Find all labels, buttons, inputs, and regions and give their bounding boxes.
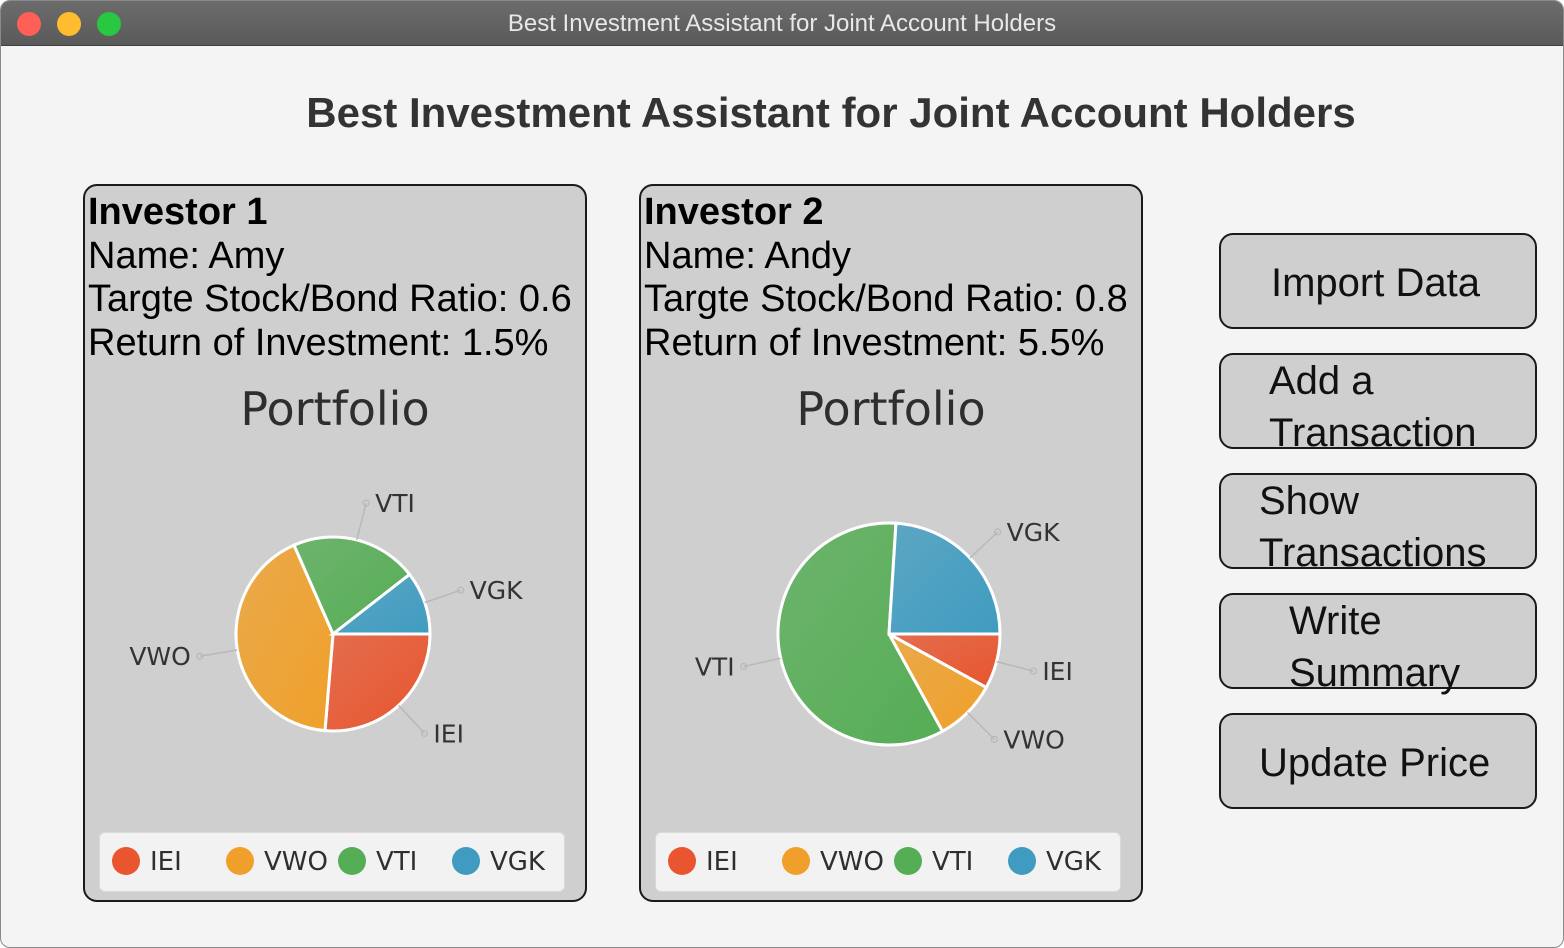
- pie-label-vti: VTI: [375, 489, 415, 518]
- portfolio-pie-chart: IEI VWO VTI VGK: [695, 518, 1073, 754]
- pie-label-vgk: VGK: [1007, 518, 1060, 547]
- pie-slice-iei: [323, 632, 432, 733]
- legend-item-vwo: VWO: [226, 847, 328, 877]
- investor-ratio: Targte Stock/Bond Ratio: 0.6: [88, 278, 572, 320]
- app-title: Best Investment Assistant for Joint Acco…: [306, 89, 1356, 136]
- chart-legend: IEI VWO VTI VGK: [99, 832, 565, 892]
- import-data-button[interactable]: Import Data: [1219, 233, 1537, 329]
- title-bar[interactable]: Best Investment Assistant for Joint Acco…: [1, 1, 1563, 46]
- investor-name: Name: Amy: [88, 235, 285, 277]
- pie-label-line: [356, 502, 367, 541]
- pie-label-vwo: VWO: [1003, 725, 1065, 754]
- button-label: Transactions: [1259, 531, 1487, 575]
- legend-item-vgk: VGK: [452, 847, 545, 877]
- pie-label-line: [996, 660, 1034, 672]
- investor-roi: Return of Investment: 1.5%: [88, 322, 549, 364]
- pie-label-iei: IEI: [1042, 657, 1073, 686]
- legend-label: VWO: [264, 847, 328, 877]
- pie-label-line: [398, 704, 425, 734]
- pie-label-vti: VTI: [695, 653, 735, 682]
- investor-heading: Investor 2: [644, 191, 824, 233]
- pie-label-line: [424, 589, 461, 604]
- investor-ratio: Targte Stock/Bond Ratio: 0.8: [644, 278, 1128, 320]
- pie-label-anchor: [457, 586, 465, 594]
- button-label: Write: [1289, 599, 1382, 643]
- legend-label: IEI: [150, 847, 182, 877]
- pie-label-anchor: [196, 652, 204, 660]
- button-label: Show: [1259, 479, 1360, 523]
- legend-item-iei: IEI: [112, 847, 182, 877]
- pie-slice-vwo: [234, 543, 335, 733]
- button-label: Transaction: [1269, 411, 1477, 455]
- pie-label-line: [743, 657, 781, 668]
- legend-swatch: [782, 847, 810, 875]
- legend-label: VTI: [376, 847, 418, 877]
- show-transactions-button[interactable]: Show Transactions: [1219, 473, 1537, 575]
- legend-swatch: [1008, 847, 1036, 875]
- pie-label-anchor: [739, 662, 748, 671]
- pie-slice-vgk: [887, 521, 1002, 636]
- legend-swatch: [338, 847, 366, 875]
- legend-item-vwo: VWO: [782, 847, 884, 877]
- button-label: Summary: [1289, 651, 1461, 695]
- legend-swatch: [112, 847, 140, 875]
- investor-name: Name: Andy: [644, 235, 851, 277]
- pie-label-vgk: VGK: [470, 576, 523, 605]
- chart-legend: IEI VWO VTI VGK: [655, 832, 1121, 892]
- legend-label: VTI: [932, 847, 974, 877]
- pie-slice-vti: [776, 521, 945, 747]
- pie-label-anchor: [994, 528, 1002, 536]
- pie-label-vwo: VWO: [129, 642, 191, 671]
- legend-item-vti: VTI: [338, 847, 417, 877]
- pie-label-anchor: [990, 735, 998, 743]
- legend-label: IEI: [706, 847, 738, 877]
- pie-label-anchor: [420, 729, 429, 737]
- write-summary-button[interactable]: Write Summary: [1219, 593, 1537, 695]
- pie-label-anchor: [362, 499, 370, 507]
- close-window-icon[interactable]: [17, 12, 41, 36]
- legend-label: VGK: [1046, 847, 1101, 877]
- legend-swatch: [668, 847, 696, 875]
- legend-label: VWO: [820, 847, 884, 877]
- pie-label-anchor: [1029, 667, 1037, 675]
- pie-label-line: [199, 649, 238, 657]
- legend-item-vgk: VGK: [1008, 847, 1101, 877]
- update-price-button[interactable]: Update Price: [1219, 713, 1537, 809]
- button-label: Import Data: [1271, 261, 1480, 305]
- pie-label-iei: IEI: [433, 719, 464, 748]
- pie-label-line: [966, 711, 995, 740]
- investor-heading: Investor 1: [88, 191, 268, 233]
- portfolio-pie-chart: IEI VWO VTI VGK: [129, 489, 523, 748]
- legend-item-iei: IEI: [668, 847, 738, 877]
- legend-swatch: [452, 847, 480, 875]
- window-title: Best Investment Assistant for Joint Acco…: [507, 10, 1057, 37]
- legend-label: VGK: [490, 847, 545, 877]
- minimize-window-icon[interactable]: [57, 12, 81, 36]
- portfolio-chart-title: Portfolio: [796, 382, 986, 436]
- maximize-window-icon[interactable]: [97, 12, 121, 36]
- portfolio-chart-title: Portfolio: [240, 382, 430, 436]
- investor-1-panel: Investor 1 Name: Amy Targte Stock/Bond R…: [83, 184, 587, 902]
- investor-roi: Return of Investment: 5.5%: [644, 322, 1105, 364]
- legend-swatch: [894, 847, 922, 875]
- legend-item-vti: VTI: [894, 847, 973, 877]
- pie-label-line: [969, 531, 999, 559]
- button-label: Update Price: [1259, 741, 1491, 785]
- legend-swatch: [226, 847, 254, 875]
- investor-2-panel: Investor 2 Name: Andy Targte Stock/Bond …: [639, 184, 1143, 902]
- button-label: Add a: [1269, 359, 1374, 403]
- add-transaction-button[interactable]: Add a Transaction: [1219, 353, 1537, 455]
